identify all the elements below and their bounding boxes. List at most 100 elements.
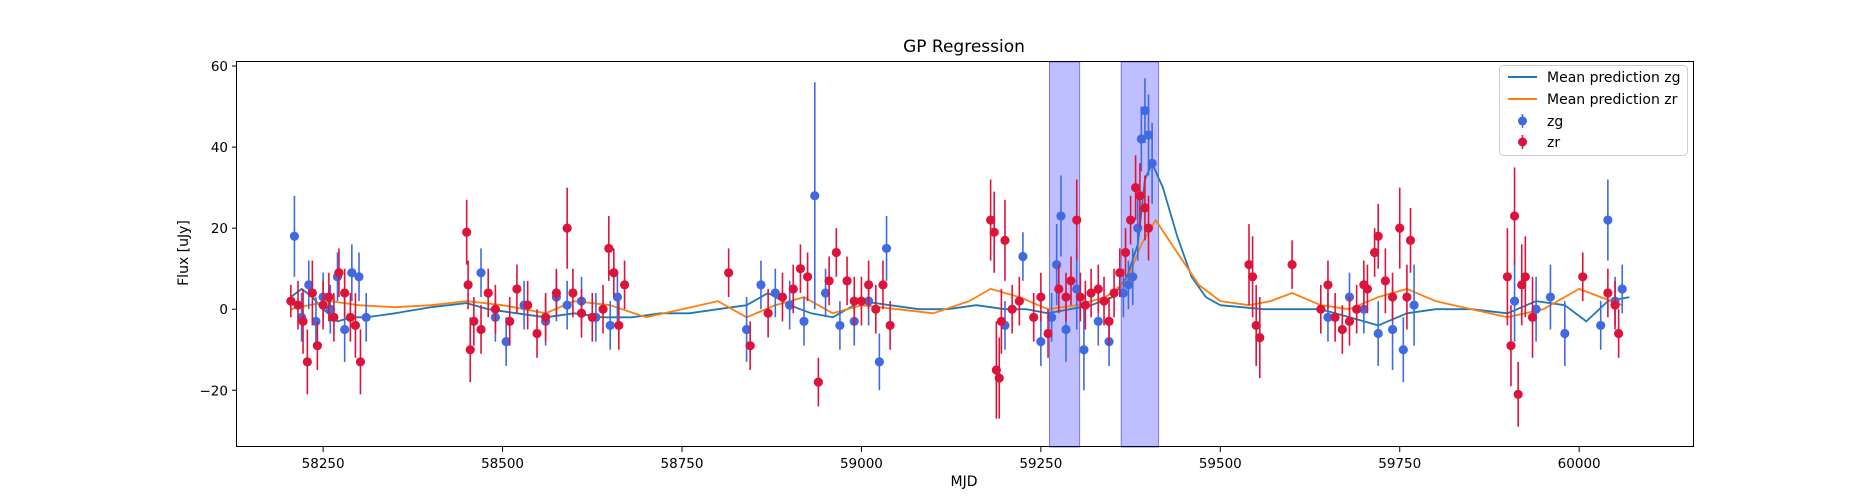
x-axis-ticks: 58250 58500 58750 59000 59250 59500 59750 60000 xyxy=(302,447,1601,472)
point-zr xyxy=(1104,317,1113,326)
point-zr xyxy=(764,309,773,318)
plot-frame xyxy=(237,62,1694,447)
point-zr xyxy=(803,272,812,281)
point-zr xyxy=(1514,390,1523,399)
point-zr xyxy=(1510,211,1519,220)
shaded-regions xyxy=(1049,62,1158,447)
point-zg xyxy=(1388,325,1397,334)
point-zr xyxy=(476,325,485,334)
point-zr xyxy=(598,305,607,314)
legend-label-zr: zr xyxy=(1547,135,1560,151)
point-zg xyxy=(1510,297,1519,306)
y-tick-label: −20 xyxy=(200,383,229,399)
point-zr xyxy=(1345,317,1354,326)
point-zg xyxy=(1018,252,1027,261)
point-zr xyxy=(1066,276,1075,285)
point-zg xyxy=(1052,260,1061,269)
point-zr xyxy=(1054,284,1063,293)
point-zr xyxy=(1316,305,1325,314)
y-tick-label: 20 xyxy=(211,221,228,237)
point-zr xyxy=(614,321,623,330)
point-zg xyxy=(1374,329,1383,338)
point-zr xyxy=(563,224,572,233)
point-zr xyxy=(778,292,787,301)
point-zg xyxy=(290,232,299,241)
series-line-mean-prediction-zr xyxy=(291,220,1622,317)
point-zr xyxy=(552,288,561,297)
point-zr xyxy=(746,341,755,350)
y-axis-ticks: −20 0 20 40 60 xyxy=(200,59,238,399)
point-zr xyxy=(1121,248,1130,257)
point-zr xyxy=(541,313,550,322)
point-zr xyxy=(1126,215,1135,224)
point-zg xyxy=(1094,317,1103,326)
point-zg xyxy=(1036,337,1045,346)
point-zg xyxy=(1056,211,1065,220)
point-zr xyxy=(1115,268,1124,277)
point-zr xyxy=(1323,280,1332,289)
point-zr xyxy=(577,309,586,318)
point-zr xyxy=(512,284,521,293)
point-zr xyxy=(886,321,895,330)
point-zg xyxy=(810,191,819,200)
point-zg xyxy=(1399,345,1408,354)
point-zr xyxy=(1094,284,1103,293)
point-zr xyxy=(1388,292,1397,301)
point-zr xyxy=(1144,224,1153,233)
x-tick-label: 59750 xyxy=(1378,456,1421,472)
point-zr xyxy=(1076,292,1085,301)
point-zr xyxy=(1248,272,1257,281)
prediction-lines xyxy=(291,163,1630,325)
point-zg xyxy=(476,268,485,277)
x-tick-label: 59500 xyxy=(1199,456,1242,472)
point-zr xyxy=(1528,313,1537,322)
point-zr xyxy=(351,321,360,330)
point-zr xyxy=(293,301,302,310)
point-zr xyxy=(1521,272,1530,281)
point-zr xyxy=(469,317,478,326)
point-zr xyxy=(724,268,733,277)
point-zr xyxy=(1072,215,1081,224)
point-zr xyxy=(1008,305,1017,314)
point-zr xyxy=(1135,191,1144,200)
point-zr xyxy=(324,292,333,301)
point-zr xyxy=(1503,272,1512,281)
point-zr xyxy=(462,228,471,237)
x-tick-label: 58750 xyxy=(661,456,704,472)
legend-swatch-zg-marker xyxy=(1518,117,1527,126)
point-zr xyxy=(864,280,873,289)
point-zg xyxy=(1128,272,1137,281)
point-zr xyxy=(1374,232,1383,241)
point-zg xyxy=(882,244,891,253)
point-zr xyxy=(319,301,328,310)
point-zr xyxy=(1131,183,1140,192)
point-zr xyxy=(995,374,1004,383)
point-zr xyxy=(1338,325,1347,334)
point-zr xyxy=(604,244,613,253)
point-zr xyxy=(878,280,887,289)
point-zr xyxy=(997,317,1006,326)
shaded-region-1 xyxy=(1049,62,1079,447)
point-zg xyxy=(340,325,349,334)
point-zr xyxy=(1029,313,1038,322)
point-zr xyxy=(1331,313,1340,322)
point-zg xyxy=(875,357,884,366)
point-zr xyxy=(1395,224,1404,233)
point-zr xyxy=(814,378,823,387)
point-zg xyxy=(362,313,371,322)
point-zr xyxy=(1081,301,1090,310)
point-zg xyxy=(1148,159,1157,168)
point-zg xyxy=(1409,301,1418,310)
point-zr xyxy=(1287,260,1296,269)
point-zr xyxy=(1610,301,1619,310)
point-zg xyxy=(1079,345,1088,354)
point-zg xyxy=(606,321,615,330)
point-zr xyxy=(505,317,514,326)
x-tick-label: 58250 xyxy=(302,456,345,472)
point-zr xyxy=(491,305,500,314)
point-zr xyxy=(532,329,541,338)
point-zr xyxy=(1109,288,1118,297)
point-zr xyxy=(842,276,851,285)
legend-label-zg: zg xyxy=(1547,114,1563,130)
